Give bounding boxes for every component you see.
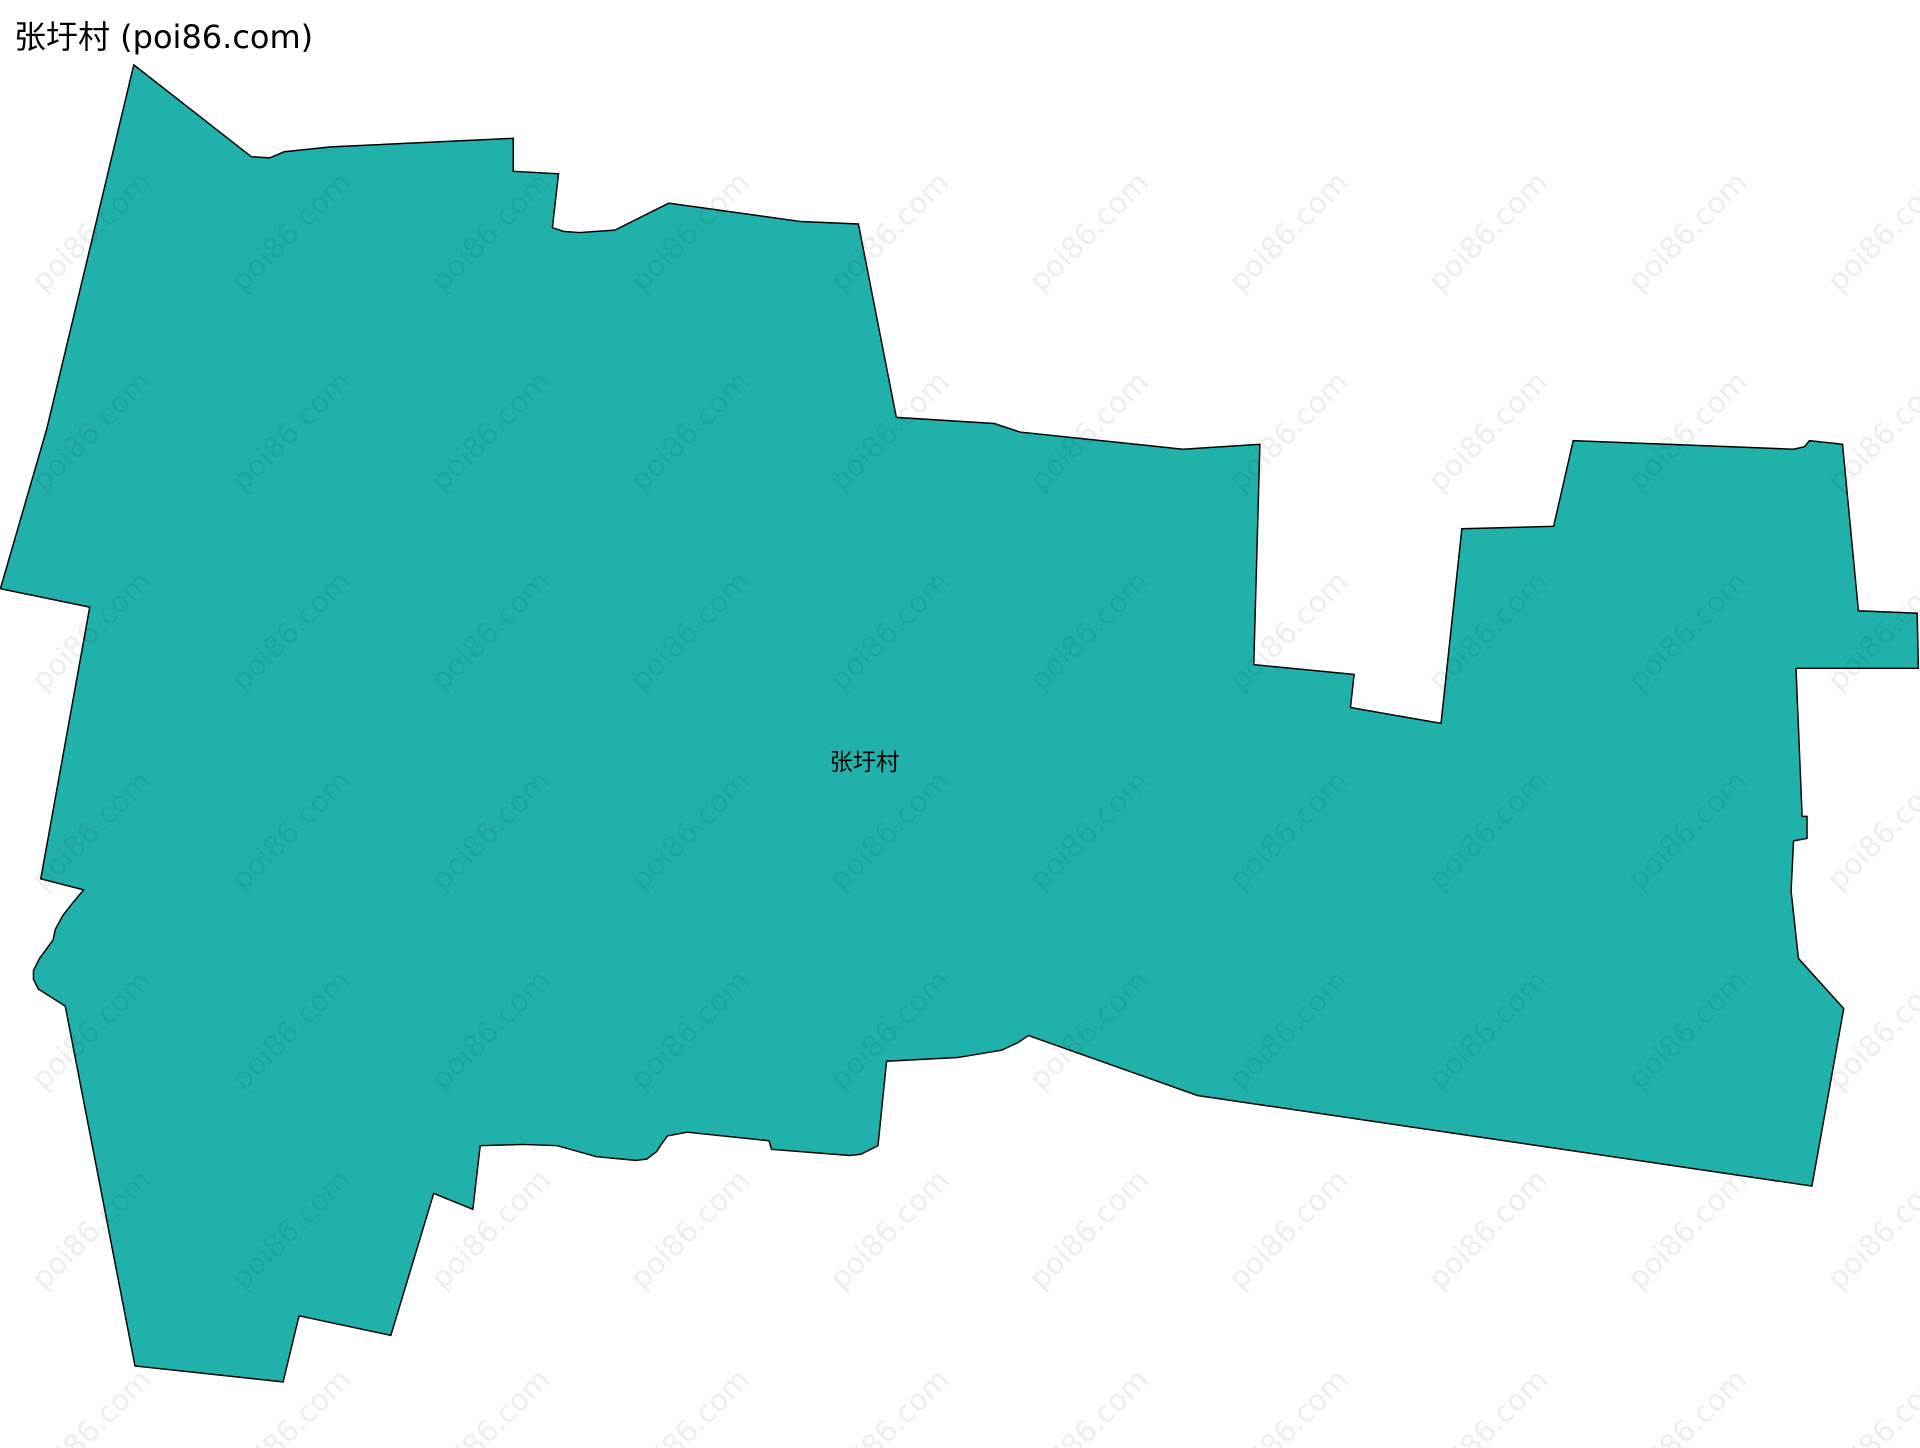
map-title: 张圩村 (poi86.com) <box>14 18 314 56</box>
region-label: 张圩村 <box>830 749 900 776</box>
watermark-text: poi86.com <box>424 1362 557 1448</box>
watermark-text: poi86.com <box>1421 1163 1554 1296</box>
watermark-text: poi86.com <box>1621 1163 1754 1296</box>
watermark-text: poi86.com <box>25 1362 158 1448</box>
watermark-text: poi86.com <box>623 1163 756 1296</box>
watermark-text: poi86.com <box>623 1362 756 1448</box>
watermark-text: poi86.com <box>1820 365 1920 498</box>
watermark-text: poi86.com <box>1022 165 1155 298</box>
watermark-text: poi86.com <box>1820 764 1920 897</box>
watermark-text: poi86.com <box>1621 1362 1754 1448</box>
watermark-text: poi86.com <box>1222 365 1355 498</box>
watermark-text: poi86.com <box>1421 365 1554 498</box>
watermark-text: poi86.com <box>1022 1163 1155 1296</box>
watermark-text: poi86.com <box>1222 1163 1355 1296</box>
watermark-text: poi86.com <box>1820 1163 1920 1296</box>
watermark-text: poi86.com <box>1820 165 1920 298</box>
watermark-text: poi86.com <box>823 1362 956 1448</box>
watermark-text: poi86.com <box>1222 165 1355 298</box>
watermark-text: poi86.com <box>823 1163 956 1296</box>
watermark-text: poi86.com <box>1421 1362 1554 1448</box>
watermark-text: poi86.com <box>1621 165 1754 298</box>
watermark-text: poi86.com <box>1421 165 1554 298</box>
watermark-text: poi86.com <box>1022 1362 1155 1448</box>
village-boundary-polygon[interactable] <box>0 63 1920 1383</box>
watermark-text: poi86.com <box>1222 1362 1355 1448</box>
watermark-text: poi86.com <box>1820 1362 1920 1448</box>
